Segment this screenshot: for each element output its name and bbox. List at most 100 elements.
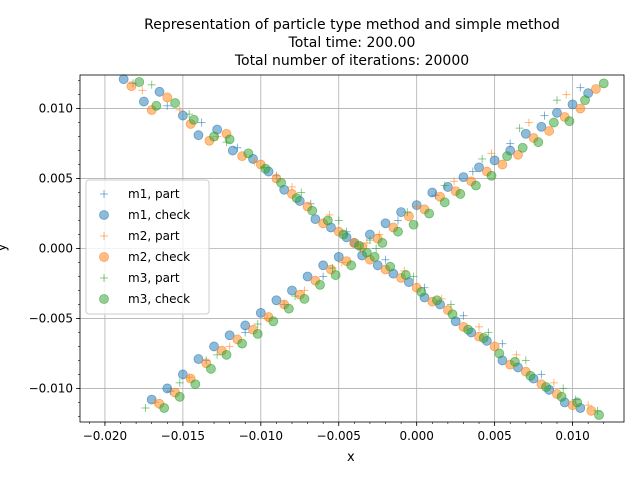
data-point-circle xyxy=(162,383,173,394)
data-point-plus xyxy=(225,342,234,351)
data-point-circle xyxy=(525,370,536,381)
data-point-circle xyxy=(177,369,188,380)
data-point-plus xyxy=(185,110,194,119)
data-point-circle xyxy=(520,128,531,139)
data-point-circle xyxy=(361,247,372,258)
data-point-circle xyxy=(385,261,396,272)
data-point-plus xyxy=(253,320,262,329)
data-point-plus xyxy=(521,356,530,365)
data-point-plus xyxy=(459,311,468,320)
data-point-plus xyxy=(297,188,306,197)
data-point-plus xyxy=(365,236,374,245)
data-point-plus xyxy=(450,177,459,186)
data-point-plus xyxy=(484,328,493,337)
data-point-circle xyxy=(252,328,263,339)
data-point-circle xyxy=(489,341,500,352)
data-point-circle xyxy=(447,309,458,320)
data-point-circle xyxy=(548,117,559,128)
x-tick-label: 0.000 xyxy=(400,429,434,443)
data-point-circle xyxy=(209,131,219,142)
data-point-plus xyxy=(175,378,184,387)
data-point-plus xyxy=(259,163,268,172)
data-point-circle xyxy=(333,251,344,262)
data-point-circle xyxy=(283,303,294,314)
data-point-plus xyxy=(334,216,343,225)
data-point-circle xyxy=(209,341,219,352)
data-point-circle xyxy=(193,130,204,141)
data-point-plus xyxy=(147,80,156,89)
data-point-circle xyxy=(260,163,271,174)
data-point-plus xyxy=(478,154,487,163)
data-point-circle xyxy=(478,333,489,343)
data-point-circle xyxy=(224,330,235,341)
data-point-circle xyxy=(271,295,282,306)
data-point-circle xyxy=(552,107,562,118)
x-tick-label: −0.010 xyxy=(239,429,283,443)
data-point-plus xyxy=(475,322,484,331)
data-point-circle xyxy=(318,260,329,271)
data-point-circle xyxy=(221,349,232,360)
data-point-circle xyxy=(517,142,528,153)
legend-label: m3, part xyxy=(128,271,180,285)
data-point-circle xyxy=(224,134,235,145)
data-point-circle xyxy=(268,316,279,327)
data-point-circle xyxy=(315,279,325,290)
y-tick-label: 0.005 xyxy=(39,172,73,186)
data-point-plus xyxy=(375,230,384,239)
data-point-circle xyxy=(369,251,380,262)
data-point-circle xyxy=(541,382,551,392)
data-point-circle xyxy=(427,187,438,198)
data-point-circle xyxy=(146,394,157,405)
data-point-plus xyxy=(185,373,194,382)
legend-marker xyxy=(99,252,109,262)
legend-marker xyxy=(100,274,108,282)
tick-layer: −0.020 −0.015 −0.010 −0.005 0.000 0.005 0.010 −… xyxy=(29,80,605,443)
data-point-circle xyxy=(544,126,555,136)
data-point-circle xyxy=(307,205,318,216)
data-point-circle xyxy=(193,354,204,364)
x-tick-label: 0.010 xyxy=(555,429,589,443)
data-point-circle xyxy=(190,379,201,390)
data-point-plus xyxy=(506,139,515,148)
y-tick-label: 0.000 xyxy=(39,242,73,256)
data-point-plus xyxy=(241,328,250,337)
data-point-circle xyxy=(118,74,129,85)
data-point-plus xyxy=(287,182,296,191)
y-axis-label: y xyxy=(0,244,9,252)
data-point-plus xyxy=(487,149,496,158)
data-point-plus xyxy=(381,255,390,264)
data-point-plus xyxy=(403,208,412,217)
data-point-circle xyxy=(580,95,590,106)
x-axis-label: x xyxy=(347,450,355,465)
data-point-circle xyxy=(509,356,520,367)
data-point-plus xyxy=(300,286,309,295)
data-point-circle xyxy=(159,403,170,413)
data-point-circle xyxy=(126,81,137,92)
data-point-plus xyxy=(446,300,455,309)
data-point-circle xyxy=(442,182,453,192)
chart-title-line-3: Total number of iterations: 20000 xyxy=(234,53,470,69)
data-point-circle xyxy=(151,100,162,111)
data-point-circle xyxy=(564,116,575,127)
x-tick-label: −0.005 xyxy=(317,429,361,443)
data-point-plus xyxy=(337,258,346,267)
y-tick-label: 0.010 xyxy=(39,102,73,116)
data-point-plus xyxy=(138,86,147,95)
data-point-plus xyxy=(328,264,337,273)
data-point-circle xyxy=(393,226,403,237)
data-point-circle xyxy=(380,218,391,229)
data-point-circle xyxy=(338,229,349,240)
data-point-circle xyxy=(494,348,505,359)
data-point-plus xyxy=(409,272,418,281)
data-point-circle xyxy=(330,270,341,280)
data-point-plus xyxy=(540,111,549,120)
data-point-circle xyxy=(302,271,313,282)
data-point-circle xyxy=(174,391,185,402)
data-point-plus xyxy=(576,83,585,92)
data-point-plus xyxy=(498,339,507,348)
data-point-circle xyxy=(486,170,497,181)
data-point-circle xyxy=(170,98,180,108)
data-point-plus xyxy=(233,143,242,152)
legend-label: m3, check xyxy=(128,292,190,306)
data-point-plus xyxy=(150,398,159,407)
